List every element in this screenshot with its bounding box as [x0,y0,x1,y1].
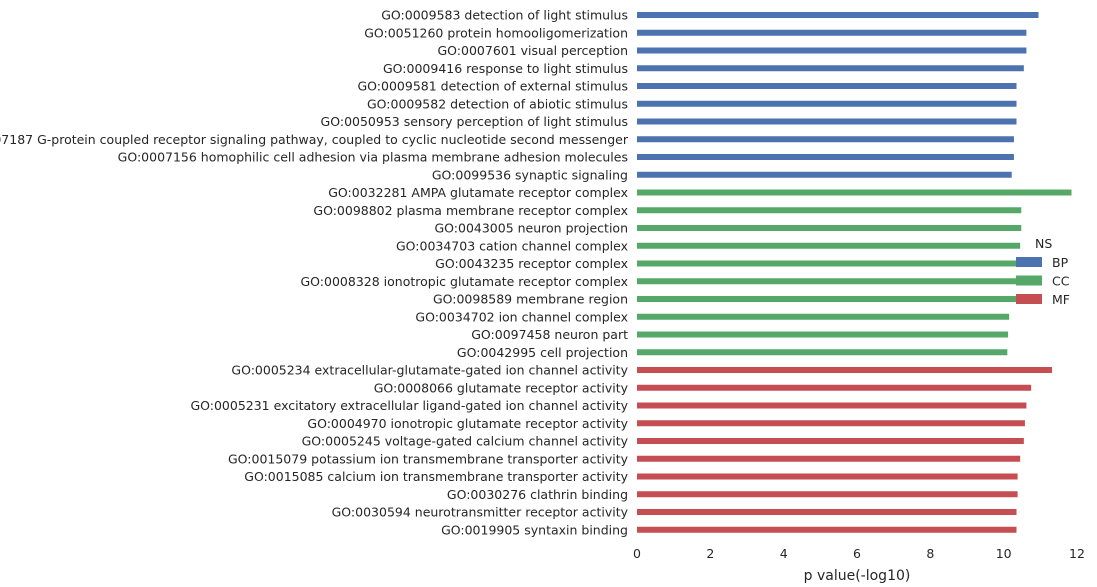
bars-group [637,12,1072,533]
category-label: GO:0009582 detection of abiotic stimulus [367,96,628,111]
bar-cc [637,189,1072,196]
bar-cc [637,260,1021,267]
bar-mf [637,384,1032,391]
x-tick-label: 0 [633,546,641,561]
bar-cc [637,296,1017,302]
x-tick-label: 8 [926,546,934,561]
legend-label-mf: MF [1052,292,1070,307]
bar-bp [637,118,1017,125]
legend-label-bp: BP [1052,255,1069,270]
x-tick-label: 6 [853,546,861,561]
category-label: GO:0015079 potassium ion transmembrane t… [228,451,629,466]
category-label: GO:0030276 clathrin binding [447,487,628,502]
bar-bp [637,47,1027,54]
x-axis-label: p value(-log10) [804,568,911,584]
bar-cc [637,313,1010,320]
category-label: GO:0043005 neuron projection [434,221,628,236]
category-label: GO:0097458 neuron part [471,327,628,342]
bar-bp [637,136,1014,143]
category-label: GO:0042995 cell projection [457,345,628,360]
legend-title: NS [1035,236,1052,251]
x-tick-labels: 0 2 4 6 8 10 12 [633,546,1085,561]
bar-mf [637,491,1018,498]
category-label: GO:0007187 G-protein coupled receptor si… [0,132,629,147]
x-tick-label: 4 [780,546,788,561]
category-label: GO:0019905 syntaxin binding [441,522,628,537]
category-label: GO:0009581 detection of external stimulu… [358,79,629,94]
legend: NS BP CC MF [1016,236,1070,307]
bar-cc [637,278,1018,285]
legend-swatch-bp [1016,257,1042,267]
bar-bp [637,65,1024,72]
legend-swatch-mf [1016,294,1042,304]
legend-swatch-cc [1016,275,1042,286]
bar-bp [637,29,1027,36]
category-label: GO:0043235 receptor complex [435,256,628,271]
category-label: GO:0005245 voltage-gated calcium channel… [302,434,629,449]
bar-mf [637,402,1027,409]
bar-bp [637,154,1014,160]
category-label: GO:0098802 plasma membrane receptor comp… [313,203,628,218]
bar-mf [637,455,1021,462]
category-label: GO:0099536 synaptic signaling [432,167,628,182]
bar-cc [637,225,1022,231]
bar-mf [637,526,1017,533]
category-label: GO:0034702 ion channel complex [415,309,628,324]
x-tick-label: 10 [996,546,1012,561]
category-label: GO:0032281 AMPA glutamate receptor compl… [328,185,628,200]
bar-mf [637,509,1017,515]
category-labels: GO:0009583 detection of light stimulus GO… [0,8,629,538]
category-label: GO:0034703 cation channel complex [396,238,628,253]
bar-cc [637,331,1009,338]
bar-bp [637,12,1039,18]
legend-label-cc: CC [1052,274,1070,289]
x-tick-label: 2 [706,546,714,561]
bar-mf [637,420,1025,427]
category-label: GO:0004970 ionotropic glutamate receptor… [307,416,628,431]
category-label: GO:0009583 detection of light stimulus [381,8,628,23]
category-label: GO:0007156 homophilic cell adhesion via … [118,150,628,165]
bar-cc [637,349,1008,356]
bar-bp [637,171,1012,178]
category-label: GO:0005234 extracellular-glutamate-gated… [231,363,628,378]
bar-cc [637,242,1021,249]
bar-mf [637,473,1018,480]
bar-bp [637,83,1017,89]
category-label: GO:0098589 membrane region [433,292,628,307]
category-label: GO:0051260 protein homooligomerization [364,25,628,40]
category-label: GO:0015085 calcium ion transmembrane tra… [244,469,628,484]
category-label: GO:0008328 ionotropic glutamate receptor… [301,274,629,289]
category-label: GO:0008066 glutamate receptor activity [374,380,629,395]
bar-cc [637,207,1022,214]
category-label: GO:0009416 response to light stimulus [383,61,628,76]
category-label: GO:0005231 excitatory extracellular liga… [190,398,628,413]
bar-mf [637,367,1053,373]
category-label: GO:0050953 sensory perception of light s… [321,114,628,129]
bar-bp [637,100,1017,107]
category-label: GO:0030594 neurotransmitter receptor act… [332,505,629,520]
category-label: GO:0007601 visual perception [437,43,628,58]
bar-mf [637,438,1024,444]
x-tick-label: 12 [1069,546,1085,561]
